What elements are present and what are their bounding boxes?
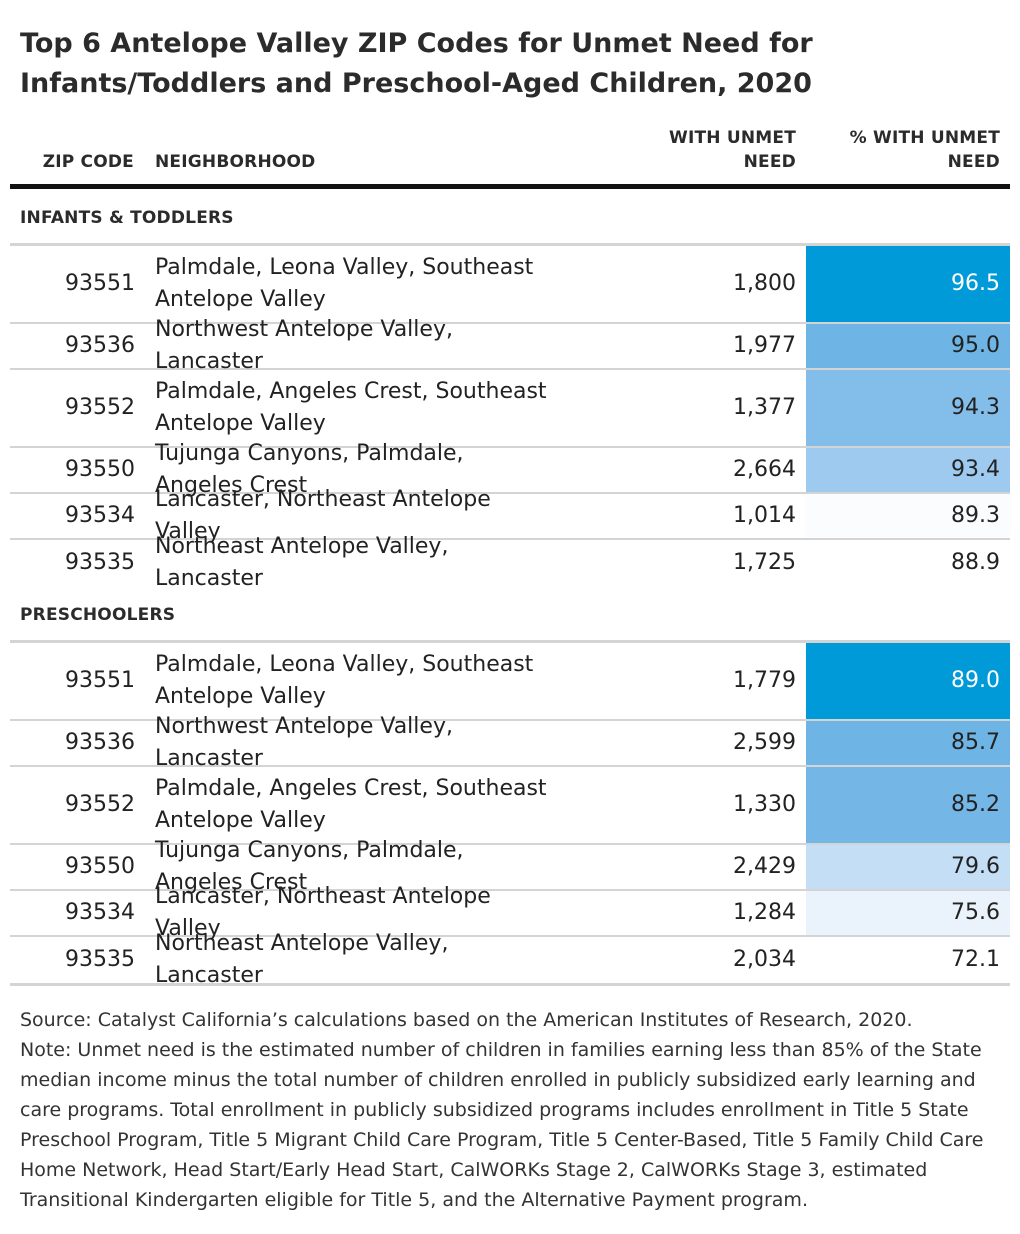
neighborhood-cell: Northeast Antelope Valley, Lancaster	[155, 534, 449, 591]
neighborhood-cell: Palmdale, Angeles Crest, Southeast Antel…	[155, 379, 547, 436]
column-header-pct-unmet-line1: % WITH UNMET	[849, 128, 1000, 148]
pct-unmet-cell: 88.9	[806, 540, 1010, 586]
with-unmet-cell: 1,725	[733, 550, 796, 575]
zip-cell: 93552	[65, 792, 135, 817]
zip-cell: 93550	[65, 457, 135, 482]
table-row: 93551 Palmdale, Leona Valley, Southeast A…	[10, 643, 1010, 721]
pct-unmet-cell: 89.0	[806, 643, 1010, 719]
table-row: 93536 Northwest Antelope Valley, Lancaste…	[10, 714, 1010, 771]
data-table: ZIP CODE NEIGHBORHOOD WITH UNMET NEED % …	[10, 120, 1010, 988]
neighborhood-cell: Palmdale, Leona Valley, Southeast Antelo…	[155, 652, 534, 709]
neighborhood-cell: Lancaster, Northeast Antelope Valley	[155, 884, 491, 941]
with-unmet-cell: 2,034	[733, 947, 796, 972]
zip-cell: 93536	[65, 333, 135, 358]
header-rule	[10, 184, 1010, 189]
with-unmet-cell: 1,014	[733, 503, 796, 528]
column-header-pct-unmet: % WITH UNMET NEED	[800, 126, 1000, 174]
section-label: INFANTS & TODDLERS	[20, 208, 234, 228]
column-header-neighborhood: NEIGHBORHOOD	[155, 152, 316, 172]
zip-cell: 93535	[65, 947, 135, 972]
pct-unmet-cell: 85.2	[806, 767, 1010, 843]
zip-cell: 93534	[65, 900, 135, 925]
zip-cell: 93535	[65, 550, 135, 575]
with-unmet-cell: 1,779	[733, 668, 796, 693]
table-row: 93535 Northeast Antelope Valley, Lancaste…	[10, 534, 1010, 591]
table-header: ZIP CODE NEIGHBORHOOD WITH UNMET NEED % …	[10, 120, 1010, 184]
neighborhood-cell: Northeast Antelope Valley, Lancaster	[155, 931, 449, 988]
pct-unmet-cell: 75.6	[806, 891, 1010, 935]
pct-unmet-cell: 95.0	[806, 324, 1010, 368]
pct-unmet-cell: 93.4	[806, 448, 1010, 492]
with-unmet-cell: 1,284	[733, 900, 796, 925]
pct-unmet-cell: 85.7	[806, 721, 1010, 765]
section-header: INFANTS & TODDLERS	[10, 189, 1010, 246]
neighborhood-cell: Palmdale, Leona Valley, Southeast Antelo…	[155, 255, 534, 312]
table-row: 93550 Tujunga Canyons, Palmdale, Angeles …	[10, 441, 1010, 498]
neighborhood-cell: Lancaster, Northeast Antelope Valley	[155, 487, 491, 544]
with-unmet-cell: 1,977	[733, 333, 796, 358]
chart-title: Top 6 Antelope Valley ZIP Codes for Unme…	[20, 28, 813, 99]
pct-unmet-cell: 72.1	[806, 937, 1010, 983]
zip-cell: 93550	[65, 854, 135, 879]
column-header-with-unmet: WITH UNMET NEED	[616, 126, 796, 174]
neighborhood-cell: Northwest Antelope Valley, Lancaster	[155, 714, 453, 771]
section-header: PRESCHOOLERS	[10, 586, 1010, 643]
column-header-pct-unmet-line2: NEED	[947, 152, 1000, 172]
table-bottom-rule	[10, 983, 1010, 986]
section-label: PRESCHOOLERS	[20, 605, 176, 625]
with-unmet-cell: 1,330	[733, 792, 796, 817]
pct-unmet-cell: 94.3	[806, 370, 1010, 446]
footnotes: Source: Catalyst California’s calculatio…	[20, 1005, 1005, 1215]
table-row: 93550 Tujunga Canyons, Palmdale, Angeles …	[10, 838, 1010, 895]
with-unmet-cell: 1,800	[733, 271, 796, 296]
table-row: 93536 Northwest Antelope Valley, Lancaste…	[10, 317, 1010, 374]
zip-cell: 93551	[65, 271, 135, 296]
zip-cell: 93536	[65, 730, 135, 755]
zip-cell: 93534	[65, 503, 135, 528]
method-note: Note: Unmet need is the estimated number…	[20, 1039, 984, 1211]
table-row: 93552 Palmdale, Angeles Crest, Southeast …	[10, 767, 1010, 845]
zip-cell: 93552	[65, 395, 135, 420]
zip-cell: 93551	[65, 668, 135, 693]
source-note: Source: Catalyst California’s calculatio…	[20, 1009, 913, 1031]
table-row: 93534 Lancaster, Northeast Antelope Valle…	[10, 884, 1010, 941]
with-unmet-cell: 1,377	[733, 395, 796, 420]
pct-unmet-cell: 79.6	[806, 845, 1010, 889]
pct-unmet-cell: 96.5	[806, 246, 1010, 322]
table-row: 93535 Northeast Antelope Valley, Lancaste…	[10, 931, 1010, 988]
pct-unmet-cell: 89.3	[806, 494, 1010, 538]
with-unmet-cell: 2,599	[733, 730, 796, 755]
neighborhood-cell: Palmdale, Angeles Crest, Southeast Antel…	[155, 776, 547, 833]
neighborhood-cell: Northwest Antelope Valley, Lancaster	[155, 317, 453, 374]
column-header-zip: ZIP CODE	[42, 152, 134, 172]
with-unmet-cell: 2,429	[733, 854, 796, 879]
with-unmet-cell: 2,664	[733, 457, 796, 482]
table-body: INFANTS & TODDLERS 93551 Palmdale, Leona V…	[10, 189, 1010, 988]
column-header-with-unmet-line2: NEED	[743, 152, 796, 172]
table-row: 93551 Palmdale, Leona Valley, Southeast A…	[10, 246, 1010, 324]
table-row: 93552 Palmdale, Angeles Crest, Southeast …	[10, 370, 1010, 448]
column-header-with-unmet-line1: WITH UNMET	[669, 128, 796, 148]
table-row: 93534 Lancaster, Northeast Antelope Valle…	[10, 487, 1010, 544]
